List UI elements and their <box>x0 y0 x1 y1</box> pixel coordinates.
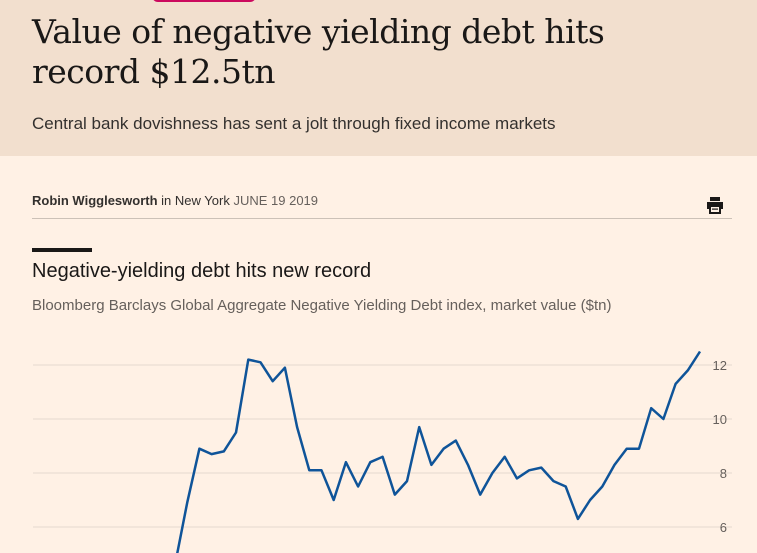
headline-line-2: record $12.5tn <box>32 52 276 91</box>
print-button[interactable] <box>706 196 726 216</box>
author-link[interactable]: Robin Wigglesworth <box>32 193 158 208</box>
y-tick-label: 10 <box>713 412 727 427</box>
chart-subtitle: Bloomberg Barclays Global Aggregate Nega… <box>32 297 612 314</box>
byline: Robin Wigglesworth in New York JUNE 19 2… <box>32 193 318 208</box>
location-prefix: in <box>161 193 172 208</box>
chart-accent-bar <box>32 248 92 252</box>
publish-date: JUNE 19 2019 <box>233 193 319 208</box>
location: New York <box>174 193 230 208</box>
print-icon <box>707 197 723 214</box>
chart-title: Negative-yielding debt hits new record <box>32 260 372 282</box>
series-line-0 <box>176 350 702 553</box>
y-tick-label: 6 <box>720 520 727 535</box>
header-band <box>0 0 757 156</box>
byline-divider <box>32 218 732 219</box>
topic-tag[interactable] <box>152 0 256 2</box>
headline-line-1: Value of negative yielding debt hits <box>32 12 605 51</box>
article-standfirst: Central bank dovishness has sent a jolt … <box>32 114 556 133</box>
article-headline: Value of negative yielding debt hits rec… <box>32 12 632 92</box>
y-tick-label: 8 <box>720 466 727 481</box>
y-tick-label: 12 <box>713 358 727 373</box>
